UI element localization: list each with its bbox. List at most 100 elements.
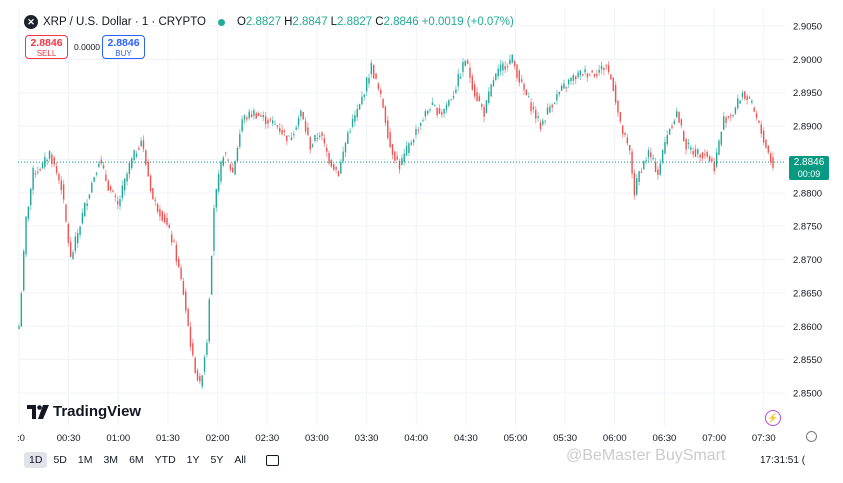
candle-body <box>175 244 178 262</box>
tradingview-logo[interactable]: TradingView <box>27 403 141 420</box>
candle-body <box>520 79 523 82</box>
candle-body <box>492 80 495 87</box>
buy-button[interactable]: 2.8846 BUY <box>102 35 145 59</box>
candle-body <box>91 182 93 193</box>
session-clock[interactable]: 17:31:51 ( <box>760 455 806 466</box>
candle-body <box>166 217 168 225</box>
candle-body <box>102 165 105 169</box>
candle-body <box>178 258 180 268</box>
candle-body <box>114 195 117 197</box>
candle-body <box>582 74 584 76</box>
candle-body <box>330 160 333 167</box>
candle-body <box>131 158 133 168</box>
price-tick-label: 2.8600 <box>793 322 822 333</box>
calendar-icon[interactable] <box>266 454 280 466</box>
spread-value: 0.0000 <box>74 42 100 52</box>
change-value: +0.0019 (+0.07%) <box>421 16 514 28</box>
candle-body <box>314 134 316 141</box>
candle-body <box>210 255 213 295</box>
candle-body <box>203 357 206 372</box>
low-value: 2.8827 <box>337 16 373 28</box>
candle-body <box>535 109 537 119</box>
candle-body <box>666 135 668 145</box>
sell-button[interactable]: 2.8846 SELL <box>25 35 68 59</box>
candle-body <box>100 159 102 164</box>
candle-body <box>72 252 74 260</box>
candle-body <box>730 115 732 117</box>
candle-body <box>347 132 349 144</box>
candle-body <box>86 203 88 207</box>
candle-body <box>638 171 640 182</box>
lightning-icon[interactable]: ⚡ <box>765 410 781 426</box>
candle-body <box>18 326 20 329</box>
candle-body <box>539 122 542 130</box>
candle-body <box>429 109 431 111</box>
candle-body <box>457 74 459 87</box>
range-1y-button[interactable]: 1Y <box>186 454 200 466</box>
candle-body <box>41 163 44 169</box>
gear-icon[interactable] <box>806 431 817 442</box>
candle-body <box>222 157 225 166</box>
candle-body <box>138 148 140 150</box>
candle-body <box>530 102 532 112</box>
range-6m-button[interactable]: 6M <box>129 454 144 466</box>
candle-body <box>135 153 138 157</box>
candle-body <box>586 73 589 78</box>
candle-body <box>751 100 753 103</box>
candle-body <box>528 96 530 98</box>
candle-body <box>335 166 337 170</box>
sell-price: 2.8846 <box>30 37 63 49</box>
candle-body <box>271 120 274 124</box>
candle-body <box>739 100 741 104</box>
candle-body <box>180 267 182 280</box>
candle-body <box>380 89 382 94</box>
range-ytd-button[interactable]: YTD <box>154 454 176 466</box>
candle-body <box>744 91 746 99</box>
candle-body <box>196 370 199 381</box>
candle-body <box>337 171 340 177</box>
candle-body <box>659 163 661 175</box>
candle-body <box>748 97 751 99</box>
range-1d-button[interactable]: 1D <box>24 452 48 468</box>
candle-body <box>333 164 335 170</box>
time-tick-label: 03:30 <box>355 433 379 444</box>
candle-body <box>46 160 48 162</box>
candle-body <box>661 149 664 163</box>
candle-body <box>217 174 220 192</box>
candle-body <box>546 107 549 115</box>
range-5d-button[interactable]: 5D <box>53 454 67 466</box>
buy-price: 2.8846 <box>107 37 140 49</box>
candle-body <box>375 73 377 79</box>
range-1m-button[interactable]: 1M <box>77 454 93 466</box>
candle-body <box>532 106 535 109</box>
candle-body <box>370 62 373 75</box>
symbol-title[interactable]: XRP / U.S. Dollar · 1 · CRYPTO <box>43 16 206 28</box>
candle-body <box>283 130 286 132</box>
candle-body <box>246 117 248 120</box>
candle-body <box>419 122 422 126</box>
candle-body <box>173 240 175 242</box>
candle-body <box>478 96 481 102</box>
candle-body <box>518 70 521 83</box>
range-all-button[interactable]: All <box>234 454 247 466</box>
time-axis[interactable]: :0 00:30 01:00 01:30 02:00 02:30 03:00 03:30 04:… <box>17 433 776 444</box>
candle-body <box>605 65 607 67</box>
candle-body <box>452 95 455 98</box>
candle-body <box>234 161 236 175</box>
candle-body <box>704 154 706 156</box>
candle-body <box>300 110 302 117</box>
candle-body <box>471 76 474 90</box>
candle-body <box>27 206 30 219</box>
price-tick-label: 2.8650 <box>793 288 822 299</box>
range-5y-button[interactable]: 5Y <box>210 454 224 466</box>
candle-body <box>434 105 436 107</box>
candle-body <box>44 157 46 168</box>
price-tick-label: 2.9050 <box>793 22 822 33</box>
candle-body <box>241 119 243 132</box>
candle-body <box>281 129 283 135</box>
candle-body <box>549 106 551 113</box>
price-axis[interactable]: 2.8500 2.8550 2.8600 2.8650 2.8700 2.8750 2.88… <box>793 22 822 400</box>
range-3m-button[interactable]: 3M <box>103 454 119 466</box>
candle-body <box>523 84 525 91</box>
